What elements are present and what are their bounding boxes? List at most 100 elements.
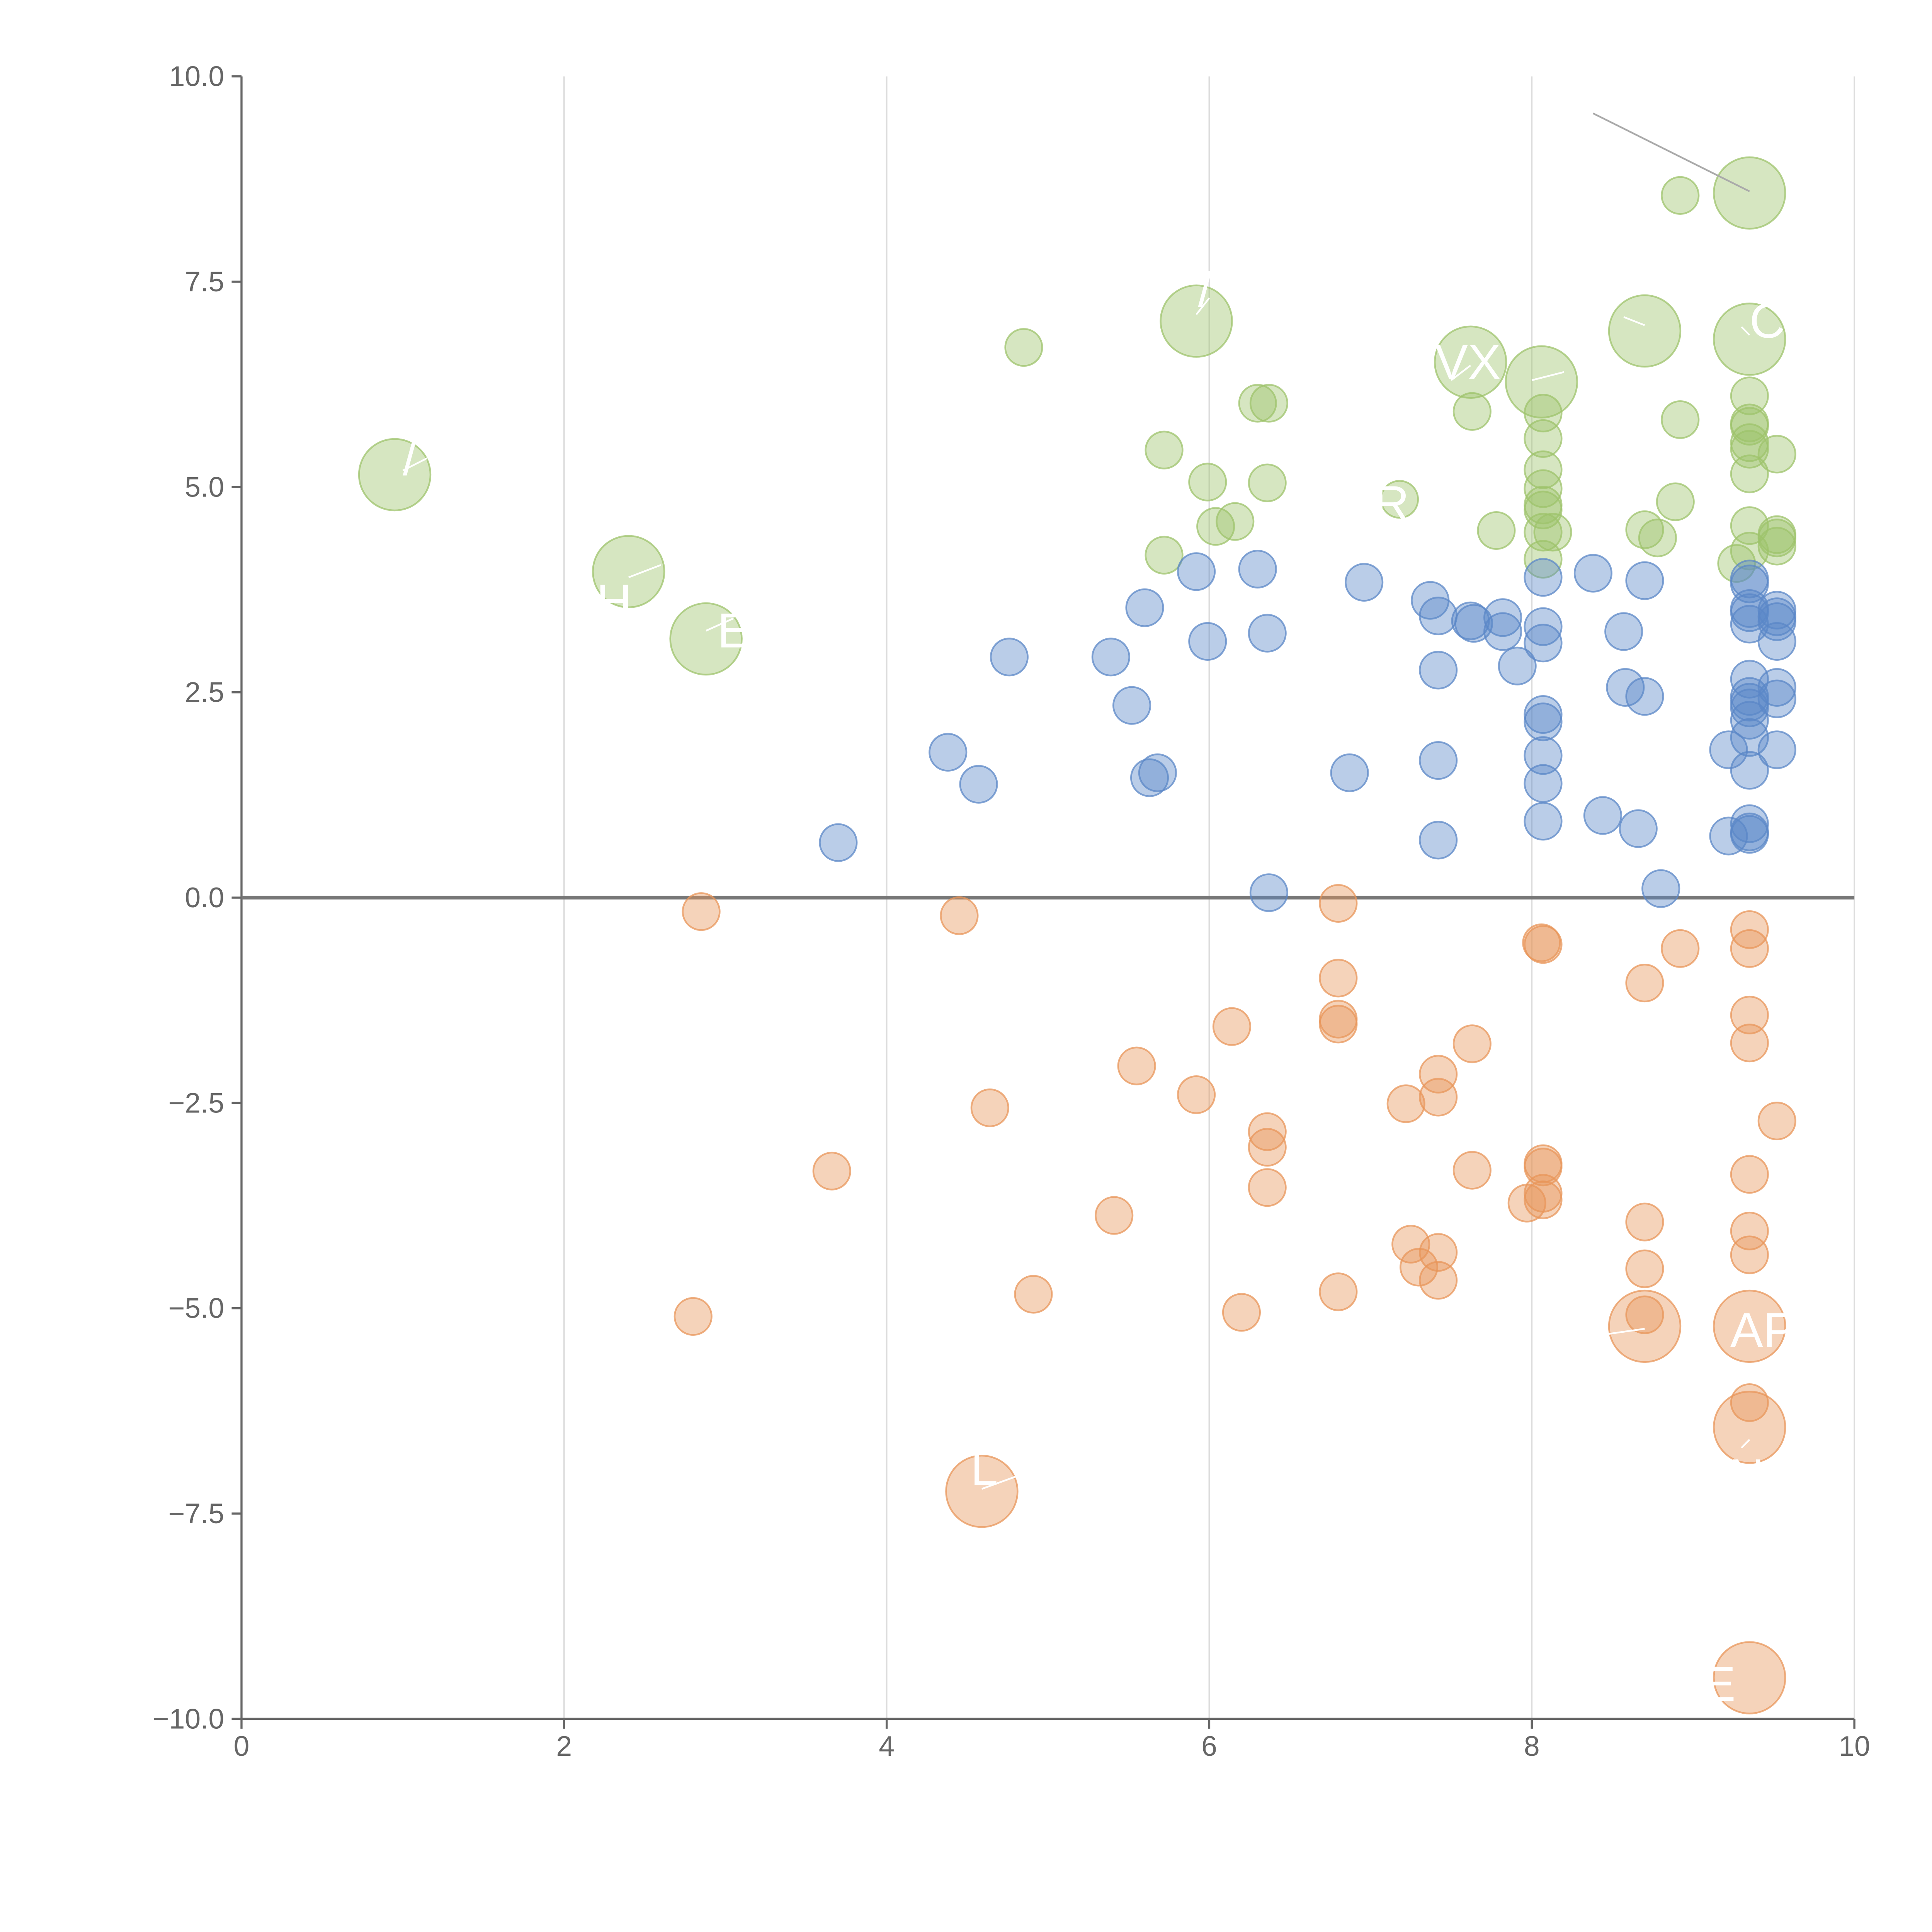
data-point-orange <box>673 1297 713 1336</box>
data-point-green <box>1524 469 1563 508</box>
data-point-blue <box>1419 821 1458 860</box>
data-point-blue <box>1641 869 1680 908</box>
callout-label: E <box>1703 1657 1736 1712</box>
data-point-blue <box>1524 802 1563 841</box>
data-point-blue <box>1757 668 1796 707</box>
data-point-green <box>1248 463 1287 502</box>
leader-line <box>1741 326 1750 336</box>
data-point-blue <box>1625 677 1664 716</box>
data-point-blue <box>929 733 968 772</box>
callout-label: C <box>1750 294 1785 349</box>
data-point-blue <box>1483 612 1522 651</box>
data-point-green <box>1196 507 1235 546</box>
data-point-blue <box>1757 679 1796 718</box>
data-point-blue <box>1483 598 1522 637</box>
data-point-blue <box>959 765 998 804</box>
x-tick-label: 2 <box>556 1730 572 1762</box>
data-point-green <box>1656 482 1695 521</box>
leader-line <box>1531 371 1565 381</box>
data-point-orange <box>1248 1168 1287 1207</box>
y-tick-label: 2.5 <box>185 677 224 708</box>
data-point-green <box>1216 502 1255 541</box>
data-point-green <box>669 602 743 676</box>
data-point-blue <box>1730 701 1769 740</box>
data-point-orange <box>1608 1289 1682 1363</box>
data-point-blue <box>1330 753 1369 793</box>
data-point-green <box>1638 519 1677 558</box>
data-point-green <box>1477 511 1516 550</box>
leader-line <box>1623 316 1645 326</box>
data-point-green <box>1608 294 1682 368</box>
data-point-orange <box>1730 1211 1769 1250</box>
y-tick-label: −7.5 <box>168 1498 224 1529</box>
data-point-blue <box>1757 730 1796 769</box>
data-point-orange <box>1625 1249 1664 1288</box>
callout-label: E <box>717 603 750 658</box>
leader-line-layer <box>402 112 1750 1490</box>
data-point-orange <box>1419 1054 1458 1094</box>
data-point-blue <box>990 638 1029 677</box>
data-point-green <box>1730 407 1769 446</box>
data-point-orange <box>1452 1024 1492 1063</box>
data-point-blue <box>1112 686 1151 725</box>
data-point-orange <box>1248 1128 1287 1167</box>
x-tick-label: 4 <box>879 1730 895 1762</box>
data-point-blue <box>1249 873 1288 912</box>
data-point-blue <box>819 823 858 862</box>
data-point-orange <box>1625 1295 1664 1334</box>
data-point-blue <box>1419 596 1458 636</box>
leader-line <box>628 564 662 578</box>
data-point-orange <box>1177 1075 1216 1114</box>
data-point-blue <box>1524 624 1563 663</box>
data-point-blue <box>1709 816 1748 855</box>
data-point-green <box>1249 384 1288 423</box>
y-tick-label: −2.5 <box>168 1087 224 1119</box>
data-point-orange <box>1212 1007 1251 1046</box>
data-point-green <box>1713 156 1786 230</box>
data-point-orange <box>1713 1641 1786 1714</box>
leader-line <box>1592 112 1750 192</box>
data-point-green <box>1524 490 1563 529</box>
data-point-blue <box>1248 614 1287 653</box>
data-point-blue <box>1524 736 1563 775</box>
data-point-orange <box>1524 1180 1563 1219</box>
points-layer <box>358 156 1796 1714</box>
data-point-blue <box>1498 646 1537 685</box>
data-point-orange <box>1713 1391 1786 1464</box>
data-point-blue <box>1177 552 1216 591</box>
leader-line <box>1451 365 1471 381</box>
data-point-orange <box>1730 1024 1769 1063</box>
data-point-blue <box>1091 638 1130 677</box>
data-point-blue <box>1419 741 1458 780</box>
data-point-blue <box>1757 602 1796 641</box>
data-point-blue <box>1524 558 1563 597</box>
data-point-orange <box>1319 884 1358 923</box>
data-point-orange <box>1625 963 1664 1003</box>
data-point-green <box>1661 400 1700 439</box>
data-point-orange <box>1757 1102 1796 1141</box>
y-tick-label: −5.0 <box>168 1293 224 1324</box>
data-point-blue <box>1125 588 1164 627</box>
data-point-blue <box>1625 561 1664 600</box>
data-point-blue <box>1573 554 1612 593</box>
data-point-orange <box>1014 1275 1053 1314</box>
data-point-blue <box>1709 730 1748 769</box>
data-point-blue <box>1238 549 1277 588</box>
data-point-green <box>1188 463 1227 502</box>
data-point-blue <box>1524 702 1563 742</box>
data-point-orange <box>1117 1046 1156 1085</box>
data-point-orange <box>1625 1202 1664 1242</box>
data-point-orange <box>940 896 979 935</box>
axes-layer: 10.0 7.5 5.0 2.5 0.0 −2.5 −5.0 −7.5 −10.0 0 2 4 6 8 10 <box>153 61 1870 1762</box>
data-point-blue <box>1730 815 1769 854</box>
data-point-blue <box>1583 796 1622 835</box>
data-point-orange <box>1661 929 1700 968</box>
data-point-blue <box>1345 563 1384 602</box>
callout-label: / <box>1198 262 1212 317</box>
data-point-orange <box>1730 929 1769 968</box>
data-point-green <box>1145 536 1184 575</box>
data-point-orange <box>945 1454 1019 1528</box>
data-point-orange <box>1319 1005 1358 1044</box>
